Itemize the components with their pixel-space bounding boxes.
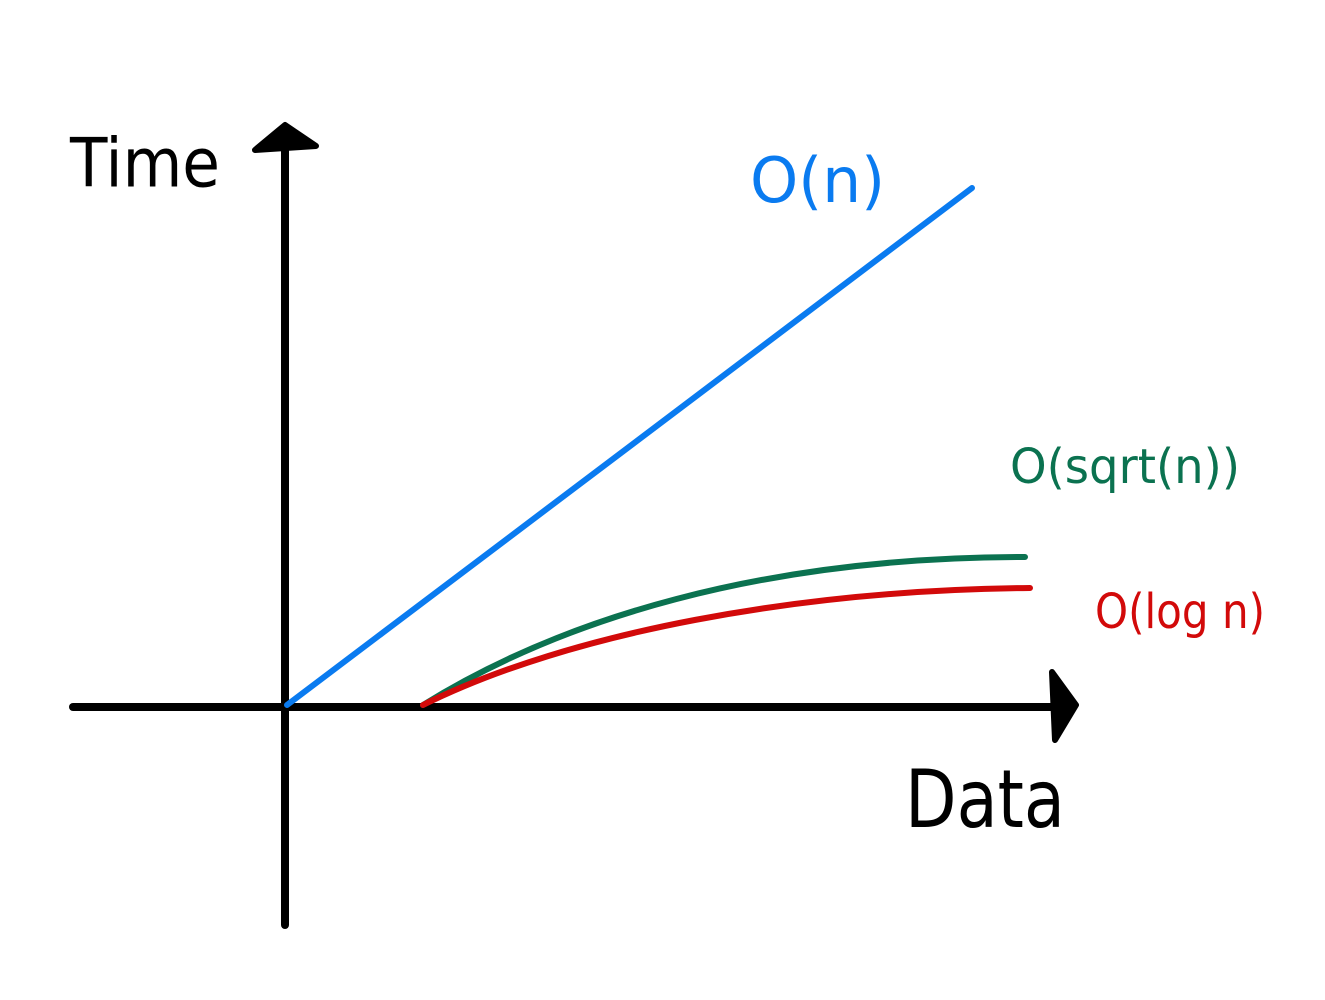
x-axis-arrow <box>1049 669 1079 743</box>
curve-label: O(log n) <box>1095 584 1265 640</box>
curve-label: O(sqrt(n)) <box>1010 439 1240 495</box>
y-axis-arrow <box>252 122 319 153</box>
curve-label: O(n) <box>750 144 885 217</box>
log-curve <box>420 585 1033 708</box>
linear-curve <box>284 185 975 708</box>
x-axis-label: Data <box>905 753 1065 846</box>
y-axis-label: Time <box>69 125 220 204</box>
sqrt-curve <box>420 554 1028 708</box>
